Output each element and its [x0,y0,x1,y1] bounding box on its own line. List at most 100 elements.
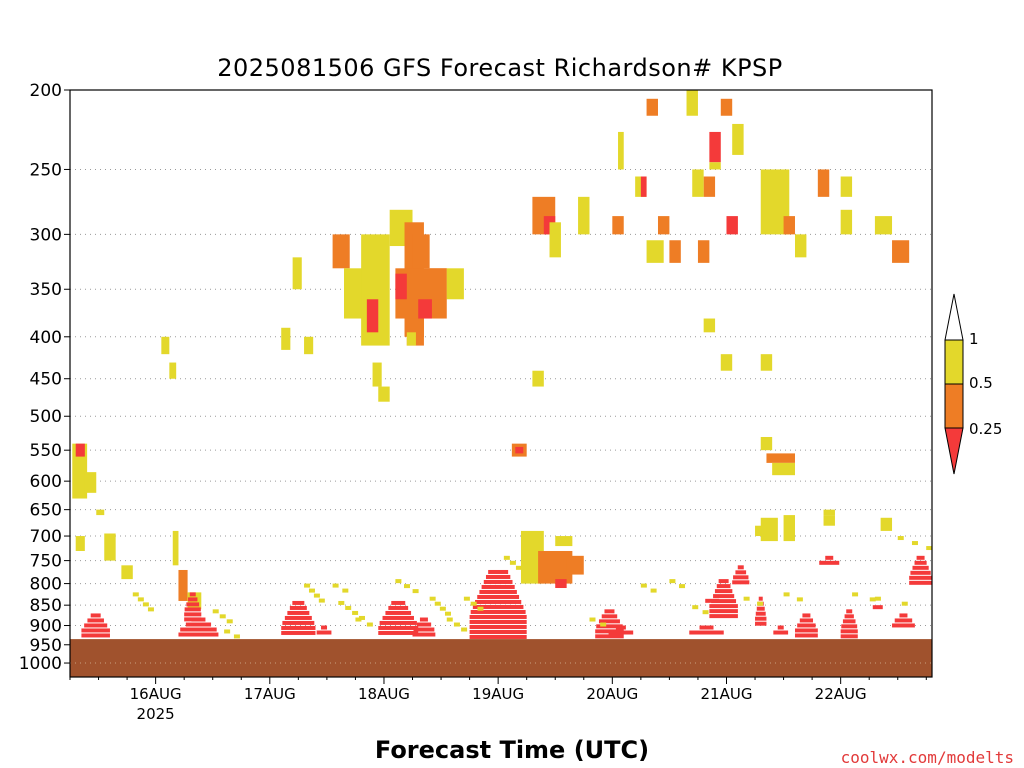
ri-cell [532,370,544,387]
ri-cell [413,627,435,632]
legend-label: 0.25 [969,420,1002,438]
ri-cell [520,530,544,584]
plot-area: 200 250 300 350 400 450 500 550 600 650 700 750 8008… [19,81,933,723]
ri-cell [703,176,716,197]
y-tick-label: 550 [30,441,62,461]
y-tick-label: 650 [30,501,62,521]
ri-cell [669,240,681,263]
ri-cell [640,583,647,588]
y-tick-label: 350 [30,280,62,300]
ri-cell [463,596,470,601]
ri-cell [794,628,818,633]
ri-cell [817,169,830,197]
ri-cell [846,609,853,614]
ri-cell [720,98,733,116]
chart-title: 2025081506 GFS Forecast Richardson# KPSP [217,54,783,82]
ri-cell [355,617,362,622]
ri-cell [434,601,441,606]
ri-cell [709,162,721,170]
ri-cell [713,594,735,599]
ri-cell [75,443,85,457]
ri-cell [874,216,893,235]
x-tick-label: 22AUG [815,685,867,703]
ri-cell [515,565,522,570]
ri-cell [289,605,307,610]
ri-cell [429,596,436,601]
ri-cell [453,622,460,627]
ri-cell [703,318,716,333]
ri-cell [566,555,584,575]
ri-cell [395,273,407,300]
ri-cell [161,336,170,355]
legend-swatch-0.5-1 [944,339,964,385]
ri-cell [352,610,359,615]
legend: 1 0.5 0.25 [944,293,1002,475]
ri-cell [304,336,314,355]
ri-cell [716,584,731,589]
ri-cell [406,332,416,346]
ri-cell [185,622,212,627]
ri-cell [316,630,332,635]
ri-cell [472,604,524,609]
ri-cell [287,610,310,615]
ri-cell [378,625,419,630]
ri-cell [332,583,339,588]
ri-cell [382,615,414,620]
ri-cell [90,613,101,618]
x-tick-label: 17AUG [244,685,296,703]
ri-cell [366,622,373,627]
ri-cell [372,362,382,387]
ri-cell [485,574,511,579]
ri-cell [391,600,406,605]
ri-cell [180,627,217,632]
ri-cell [318,598,325,603]
ri-cell [669,579,676,584]
ri-cell [321,625,328,630]
ri-cell [699,625,714,630]
ri-cell [233,634,240,639]
ri-cell [640,176,647,197]
ri-cell [608,630,634,635]
ri-cell [470,601,477,606]
ri-cell [142,602,149,607]
ri-cell [796,597,803,602]
ri-cell [926,546,933,551]
ri-cell [692,605,699,610]
ri-cell [515,446,524,454]
ri-cell [783,216,795,235]
y-tick-label: 300 [30,225,62,245]
ri-cell [755,621,767,626]
ri-cell [477,594,520,599]
ri-cell [914,560,927,565]
y-tick-label: 1000 [19,654,62,674]
ri-cell [869,597,876,602]
ri-cell [446,617,453,622]
ri-cell [799,618,814,623]
ri-cell [709,604,738,609]
x-tick-label: 21AUG [701,685,753,703]
ri-cell [794,234,807,258]
ri-cell [689,630,724,635]
ri-cell [470,609,526,614]
y-tick-label: 400 [30,328,62,348]
ri-cell [481,584,515,589]
ri-cell [679,584,686,589]
ri-cell [842,619,856,624]
ri-cell [911,541,918,546]
ri-cell [840,634,858,639]
ri-cell [378,386,390,402]
ri-cell [650,588,657,593]
x-tick-label: 20AUG [586,685,638,703]
ri-cell [797,623,816,628]
ri-cell [760,436,773,451]
ri-cell [475,599,522,604]
ri-cell [897,536,904,541]
ri-cell [385,610,412,615]
y-tick-label: 950 [30,636,62,656]
ri-cell [755,611,766,616]
ri-cell [87,618,104,623]
ri-cell [412,632,436,637]
y-tick-label: 250 [30,160,62,180]
legend-swatch-0.25-0.5 [944,383,964,429]
y-tick-label: 200 [30,81,62,101]
